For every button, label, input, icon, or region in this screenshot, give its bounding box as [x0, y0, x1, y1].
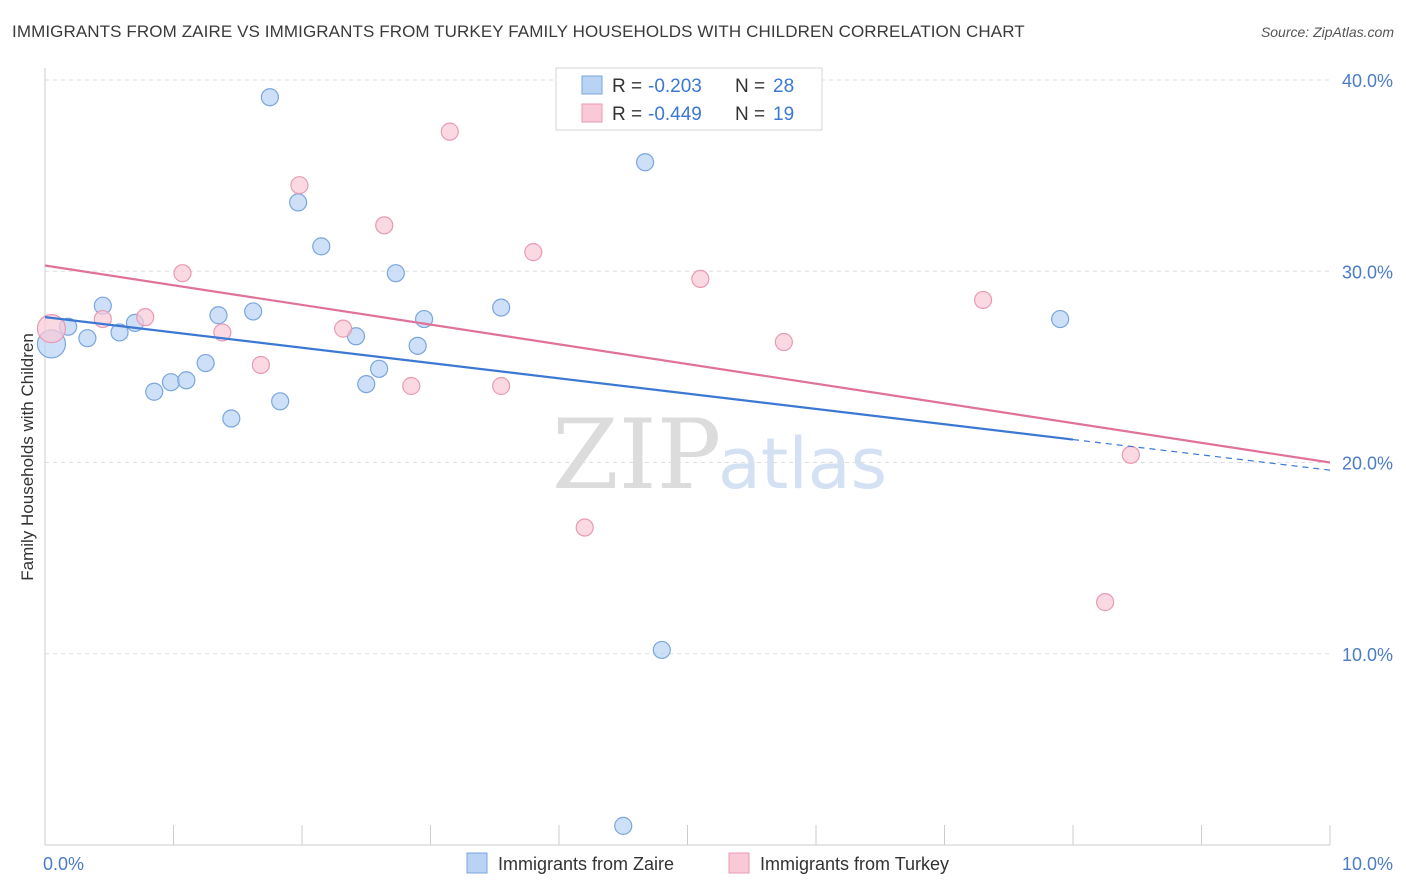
zaire-point	[357, 374, 376, 394]
zaire-point	[635, 153, 655, 172]
turkey-point	[492, 376, 511, 396]
trend-lines	[44, 264, 1331, 471]
stats-r-label-zaire: R =	[612, 76, 647, 97]
stats-swatch-turkey	[581, 103, 603, 123]
axes	[44, 68, 1331, 846]
zaire-point	[271, 392, 290, 411]
tick-labels: 10.0% 20.0% 30.0% 40.0% 0.0% 10.0%	[43, 71, 1393, 874]
watermark-atlas: atlas	[718, 423, 887, 505]
y-tick-label: 40.0%	[1342, 71, 1393, 91]
chart-source: Source: ZipAtlas.com	[1260, 24, 1394, 40]
y-tick-label: 30.0%	[1342, 262, 1393, 282]
legend-swatch-zaire	[466, 852, 488, 874]
stats-n-value-zaire: 28	[773, 76, 794, 97]
turkey-point	[334, 319, 353, 338]
stats-n-label-turkey: N =	[735, 104, 770, 125]
y-tick-label: 10.0%	[1342, 645, 1393, 665]
zaire-point	[110, 323, 129, 342]
series-legend: Immigrants from Zaire Immigrants from Tu…	[466, 852, 949, 874]
turkey-point	[575, 518, 594, 537]
zaire-point	[386, 264, 405, 283]
turkey-point	[36, 314, 67, 344]
zaire-point	[260, 88, 279, 107]
stats-swatch-zaire	[581, 75, 603, 95]
turkey-point	[1096, 593, 1115, 612]
legend-label-turkey: Immigrants from Turkey	[760, 854, 949, 874]
legend-swatch-turkey	[728, 852, 750, 874]
zaire-point	[209, 306, 228, 325]
zaire-point	[161, 373, 181, 392]
x-tick-label: 10.0%	[1342, 854, 1393, 874]
turkey-point	[136, 308, 155, 327]
zaire-point	[222, 409, 241, 428]
zaire-point	[78, 329, 97, 348]
stats-n-label-zaire: N =	[735, 76, 770, 97]
turkey-point	[290, 176, 309, 195]
zaire-point	[1051, 309, 1070, 329]
y-tick-label: 20.0%	[1342, 454, 1393, 474]
turkey-point	[402, 376, 421, 396]
turkey-point	[524, 243, 543, 262]
stats-r-label-turkey: R =	[612, 104, 647, 125]
zaire-point	[370, 359, 389, 378]
zaire-point	[614, 816, 633, 835]
turkey-point	[973, 290, 993, 310]
turkey-point	[251, 355, 270, 375]
zaire-point	[652, 640, 671, 660]
zaire-point	[196, 353, 215, 373]
turkey-point	[1121, 445, 1140, 464]
turkey-point	[691, 269, 710, 288]
turkey-point	[774, 332, 793, 352]
data-points	[36, 88, 1140, 835]
turkey-point	[375, 216, 394, 235]
zaire-point	[289, 193, 308, 212]
zaire-point	[244, 302, 263, 321]
zaire-point	[312, 237, 331, 256]
stats-n-value-turkey: 19	[773, 104, 794, 125]
watermark-zip: ZIP	[552, 399, 721, 511]
legend-label-zaire: Immigrants from Zaire	[498, 854, 674, 874]
chart-title: IMMIGRANTS FROM ZAIRE VS IMMIGRANTS FROM…	[12, 22, 1025, 41]
zaire-point	[492, 298, 511, 317]
stats-r-value-turkey: -0.449	[648, 104, 702, 125]
turkey-trend-line	[44, 264, 1331, 464]
stats-legend: R = -0.203 N = 28 R = -0.449 N = 19	[555, 67, 823, 131]
y-axis-label: Family Households with Children	[18, 333, 37, 581]
zaire-point	[145, 382, 164, 401]
zaire-point	[177, 371, 196, 390]
x-tick-label: 0.0%	[43, 854, 84, 874]
zaire-point	[408, 336, 427, 355]
stats-r-value-zaire: -0.203	[648, 76, 702, 97]
turkey-point	[173, 264, 192, 283]
turkey-point	[440, 122, 459, 141]
zaire-trend-extension	[1072, 438, 1331, 471]
gridlines	[45, 79, 1330, 655]
zaire-trend-line	[44, 316, 1074, 441]
